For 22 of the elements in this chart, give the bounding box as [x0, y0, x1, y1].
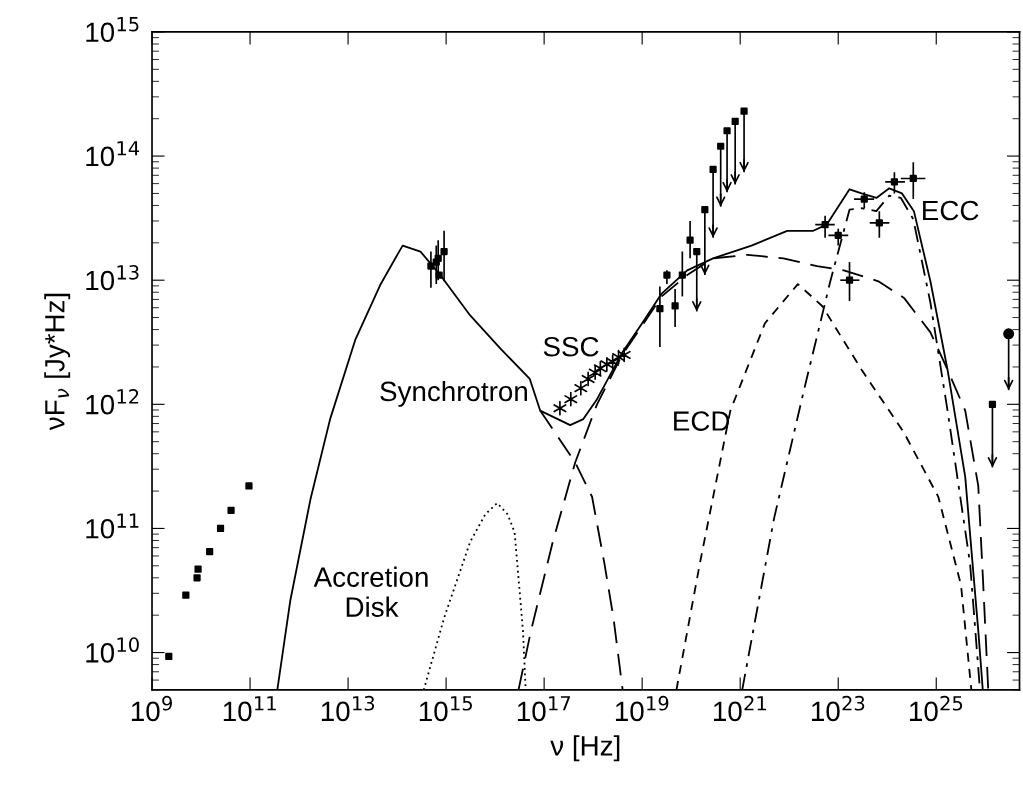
annotation: ECC	[923, 200, 979, 221]
annotation: Synchrotron	[380, 380, 527, 407]
x-tick-label: 10$^{19}$	[615, 695, 669, 722]
x-tick-label: 10$^{9}$	[131, 695, 172, 722]
x-tick-label: 10$^{25}$	[910, 695, 963, 722]
x-tick-label: 10$^{13}$	[321, 695, 375, 722]
y-axis-title: νF$_{ν}$ [Jy*Hz]	[44, 293, 71, 431]
y-tick-label: 10$^{15}$	[86, 17, 139, 43]
x-tick-label: 10$^{15}$	[419, 696, 472, 722]
annotation: ECD	[674, 411, 730, 431]
x-tick-label: 10$^{11}$	[223, 696, 276, 722]
y-tick-label: 10$^{12}$	[86, 389, 139, 415]
x-tick-label: 10$^{23}$	[812, 695, 865, 722]
y-tick-label: 10$^{13}$	[86, 264, 139, 291]
y-tick-label: 10$^{14}$	[86, 141, 140, 167]
x-tick-label: 10$^{17}$	[517, 696, 571, 722]
annotation: Accretion Disk	[313, 566, 428, 617]
x-tick-label: 10$^{21}$	[713, 695, 766, 722]
x-axis-title: ν [Hz]	[550, 735, 620, 762]
y-tick-label: 10$^{11}$	[86, 513, 139, 539]
annotation: SSC	[543, 336, 599, 357]
y-tick-label: 10$^{10}$	[86, 637, 139, 663]
